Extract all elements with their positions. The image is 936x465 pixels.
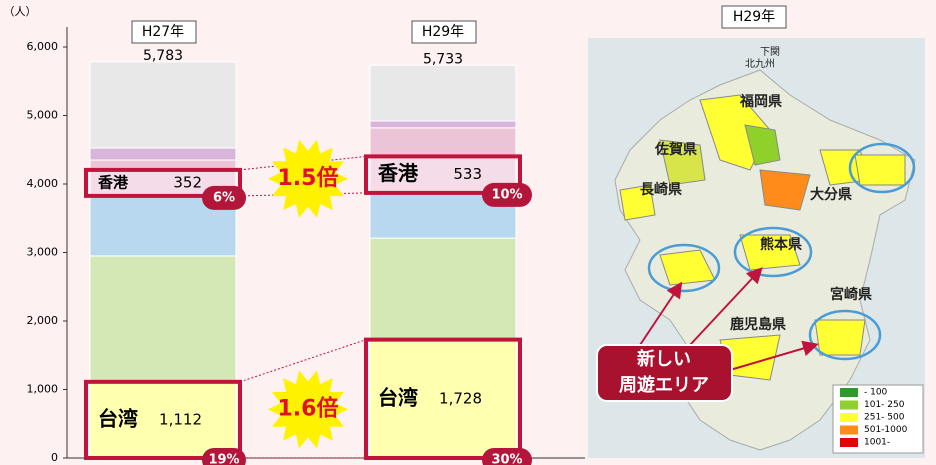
- place-label: 福岡県: [739, 93, 782, 110]
- legend-label: 1001-: [864, 438, 890, 448]
- highlight-box: [84, 379, 242, 460]
- legend-swatch: [840, 400, 858, 410]
- legend-swatch: [840, 425, 858, 435]
- legend-label: 251- 500: [864, 413, 905, 423]
- value-label: 1,728: [439, 389, 482, 407]
- legend-label: - 100: [864, 388, 888, 398]
- bar-segment: [369, 127, 517, 157]
- x-tick-label: H29年: [422, 24, 464, 40]
- map-title: H29年: [733, 9, 775, 25]
- place-label: 下関: [760, 46, 780, 58]
- callout-text: 新しい: [637, 348, 691, 370]
- region: [854, 154, 906, 186]
- series-name: 香港: [98, 173, 129, 191]
- place-label: 鹿児島県: [729, 316, 786, 333]
- place-label: 宮崎県: [830, 286, 872, 303]
- place-label: 佐賀県: [654, 141, 697, 158]
- value-label: 352: [173, 173, 202, 191]
- place-label: 北九州: [745, 58, 775, 70]
- region: [759, 169, 811, 211]
- starburst: [268, 370, 348, 449]
- ratio-label: 1.6倍: [278, 395, 339, 421]
- value-label: 1,112: [159, 410, 202, 428]
- highlight-oval: [848, 142, 916, 194]
- place-label: 大分県: [810, 186, 852, 203]
- share-label: 10%: [491, 187, 522, 202]
- y-axis-label: （人）: [4, 5, 37, 18]
- place-label: 長崎県: [640, 181, 682, 198]
- series-name: 台湾: [378, 385, 418, 409]
- share-badge: [202, 185, 246, 210]
- connector: [239, 192, 367, 197]
- series-name: 台湾: [98, 406, 138, 430]
- series-name: 香港: [378, 161, 419, 185]
- region: [814, 319, 866, 356]
- starburst: [268, 139, 348, 218]
- bar-segment: [369, 339, 517, 459]
- legend-swatch: [840, 438, 858, 447]
- highlight-box: [364, 154, 522, 195]
- highlight-oval: [647, 243, 721, 293]
- ratio-label: 1.5倍: [278, 165, 339, 191]
- y-tick-label: 4,000: [27, 177, 59, 190]
- bar-segment: [89, 255, 237, 383]
- y-tick-label: 5,000: [27, 109, 59, 122]
- callout-box: [596, 344, 733, 402]
- region: [739, 234, 801, 271]
- category-box: [411, 20, 477, 44]
- bar-segment: [369, 237, 517, 341]
- highlight-oval: [808, 309, 882, 361]
- total-label: 5,733: [423, 51, 463, 67]
- bar-segment: [89, 381, 237, 459]
- arrow: [639, 281, 683, 346]
- share-badge: [482, 448, 532, 465]
- arrow: [729, 340, 819, 371]
- y-tick-label: 3,000: [27, 246, 59, 259]
- region: [744, 124, 781, 166]
- highlight-oval: [733, 226, 813, 278]
- y-tick-label: 6,000: [27, 40, 59, 53]
- y-tick-label: 2,000: [27, 314, 59, 327]
- bar-segment: [369, 120, 517, 129]
- connector: [239, 155, 367, 171]
- bar-segment: [89, 61, 237, 149]
- category-box: [131, 20, 197, 44]
- arrow: [689, 267, 763, 346]
- bar-segment: [369, 64, 517, 122]
- share-label: 30%: [491, 453, 522, 465]
- x-tick-label: H27年: [142, 24, 184, 40]
- bar-segment: [89, 147, 237, 161]
- highlight-box: [364, 337, 522, 460]
- value-label: 533: [453, 165, 482, 183]
- callout-text: 周遊エリア: [619, 374, 709, 396]
- share-badge: [202, 448, 246, 465]
- legend-label: 101- 250: [864, 400, 905, 410]
- map-title-box: [721, 5, 787, 29]
- region: [619, 184, 656, 221]
- region: [659, 139, 706, 186]
- share-badge: [482, 182, 532, 207]
- highlight-box: [84, 167, 242, 198]
- y-tick-label: 1,000: [27, 383, 59, 396]
- chart: （人） 0 1,000 2,000 3,000 4,000 5,000 6,000 H27年 5,…: [4, 5, 585, 465]
- y-tick-label: 0: [51, 451, 58, 464]
- share-label: 19%: [208, 453, 239, 465]
- legend-swatch: [840, 388, 858, 397]
- total-label: 5,783: [143, 48, 183, 64]
- share-label: 6%: [213, 190, 235, 205]
- place-label: 熊本県: [760, 236, 802, 253]
- legend-swatch: [840, 413, 858, 422]
- legend-label: 501-1000: [864, 425, 908, 435]
